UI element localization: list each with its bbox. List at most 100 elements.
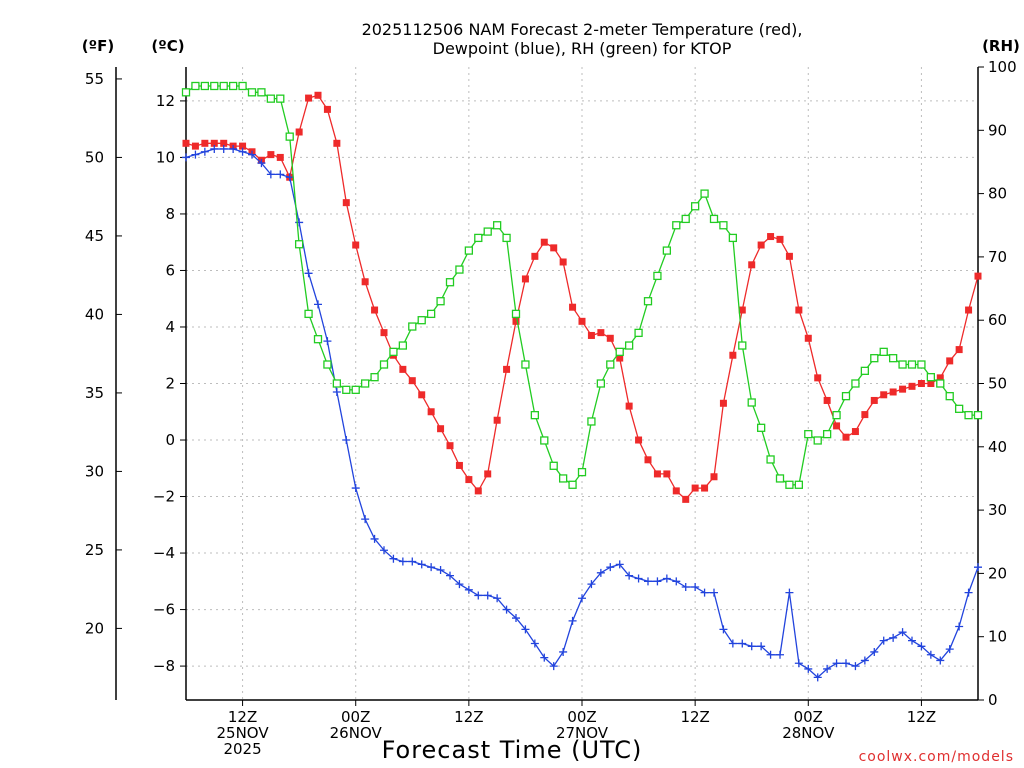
f-tick-label: 30 bbox=[85, 462, 104, 480]
dewpoint-point bbox=[842, 659, 850, 667]
dewpoint-point bbox=[531, 639, 539, 647]
c-tick-label: 12 bbox=[156, 92, 175, 110]
dewpoint-point bbox=[644, 577, 652, 585]
c-tick-label: 6 bbox=[165, 261, 175, 279]
temperature-point bbox=[607, 335, 614, 342]
dewpoint-point bbox=[635, 574, 643, 582]
rh-point bbox=[692, 203, 699, 210]
x-tick-label: 28NOV bbox=[782, 724, 835, 742]
temperature-point bbox=[447, 442, 454, 449]
rh-tick-label: 50 bbox=[988, 375, 1007, 393]
temperature-point bbox=[201, 140, 208, 147]
rh-point bbox=[739, 342, 746, 349]
rh-point bbox=[673, 222, 680, 229]
temperature-point bbox=[192, 143, 199, 150]
rh-point bbox=[409, 323, 416, 330]
rh-point bbox=[343, 386, 350, 393]
dewpoint-point bbox=[427, 563, 435, 571]
rh-point bbox=[748, 399, 755, 406]
rh-point bbox=[475, 234, 482, 241]
dewpoint-point bbox=[361, 515, 369, 523]
dewpoint-point bbox=[738, 639, 746, 647]
temperature-point bbox=[701, 485, 708, 492]
temperature-point bbox=[861, 411, 868, 418]
rh-point bbox=[550, 462, 557, 469]
dewpoint-point bbox=[663, 574, 671, 582]
dewpoint-point bbox=[465, 586, 473, 594]
temperature-point bbox=[682, 496, 689, 503]
rh-point bbox=[616, 348, 623, 355]
rh-point bbox=[352, 386, 359, 393]
temperature-point bbox=[277, 154, 284, 161]
rh-point bbox=[371, 374, 378, 381]
dewpoint-point bbox=[333, 388, 341, 396]
tick-labels: 12Z25NOV202500Z26NOV12Z 00Z27NOV12Z 00Z28N… bbox=[85, 58, 1017, 758]
temperature-point bbox=[597, 329, 604, 336]
unit-label-fahrenheit: (ºF) bbox=[82, 37, 114, 55]
temperature-point bbox=[456, 462, 463, 469]
dewpoint-point bbox=[418, 560, 426, 568]
temperature-point bbox=[899, 386, 906, 393]
temperature-point bbox=[833, 422, 840, 429]
temperature-point bbox=[352, 242, 359, 249]
x-tick-label: 12Z bbox=[680, 708, 709, 726]
rh-point bbox=[315, 336, 322, 343]
temperature-point bbox=[692, 485, 699, 492]
rh-point bbox=[484, 228, 491, 235]
f-tick-label: 50 bbox=[85, 148, 104, 166]
f-tick-label: 40 bbox=[85, 305, 104, 323]
rh-point bbox=[861, 367, 868, 374]
rh-point bbox=[824, 431, 831, 438]
rh-point bbox=[880, 348, 887, 355]
temperature-point bbox=[795, 307, 802, 314]
rh-point bbox=[399, 342, 406, 349]
rh-point bbox=[258, 89, 265, 96]
temperature-series bbox=[183, 92, 982, 503]
dewpoint-point bbox=[785, 589, 793, 597]
rh-point bbox=[362, 380, 369, 387]
rh-point bbox=[286, 133, 293, 140]
series bbox=[182, 82, 982, 681]
temperature-point bbox=[965, 307, 972, 314]
rh-point bbox=[663, 247, 670, 254]
rh-point bbox=[447, 279, 454, 286]
temperature-point bbox=[428, 408, 435, 415]
rh-point bbox=[767, 456, 774, 463]
temperature-point bbox=[909, 383, 916, 390]
temperature-point bbox=[673, 487, 680, 494]
dewpoint-point bbox=[851, 662, 859, 670]
f-tick-label: 20 bbox=[85, 619, 104, 637]
rh-point bbox=[626, 342, 633, 349]
rh-point bbox=[513, 310, 520, 317]
rh-point bbox=[211, 82, 218, 89]
dewpoint-point bbox=[314, 300, 322, 308]
rh-point bbox=[597, 380, 604, 387]
dewpoint-point bbox=[776, 651, 784, 659]
rh-point bbox=[239, 82, 246, 89]
temperature-point bbox=[560, 258, 567, 265]
dewpoint-point bbox=[748, 642, 756, 650]
dewpoint-point bbox=[276, 170, 284, 178]
temperature-point bbox=[946, 357, 953, 364]
rh-point bbox=[541, 437, 548, 444]
temperature-point bbox=[918, 380, 925, 387]
rh-point bbox=[918, 361, 925, 368]
temperature-point bbox=[711, 473, 718, 480]
rh-point bbox=[701, 190, 708, 197]
rh-tick-label: 60 bbox=[988, 311, 1007, 329]
rh-point bbox=[654, 272, 661, 279]
x-axis-title: Forecast Time (UTC) bbox=[382, 736, 643, 764]
temperature-point bbox=[635, 437, 642, 444]
f-tick-label: 35 bbox=[85, 384, 104, 402]
temperature-point bbox=[475, 487, 482, 494]
rh-point bbox=[324, 361, 331, 368]
rh-point bbox=[890, 355, 897, 362]
rh-tick-label: 70 bbox=[988, 248, 1007, 266]
rh-point bbox=[946, 393, 953, 400]
temperature-point bbox=[729, 352, 736, 359]
rh-point bbox=[814, 437, 821, 444]
rh-tick-label: 40 bbox=[988, 438, 1007, 456]
dewpoint-point bbox=[559, 648, 567, 656]
chart-title-line1: 2025112506 NAM Forecast 2-meter Temperat… bbox=[362, 20, 803, 39]
temperature-point bbox=[880, 391, 887, 398]
